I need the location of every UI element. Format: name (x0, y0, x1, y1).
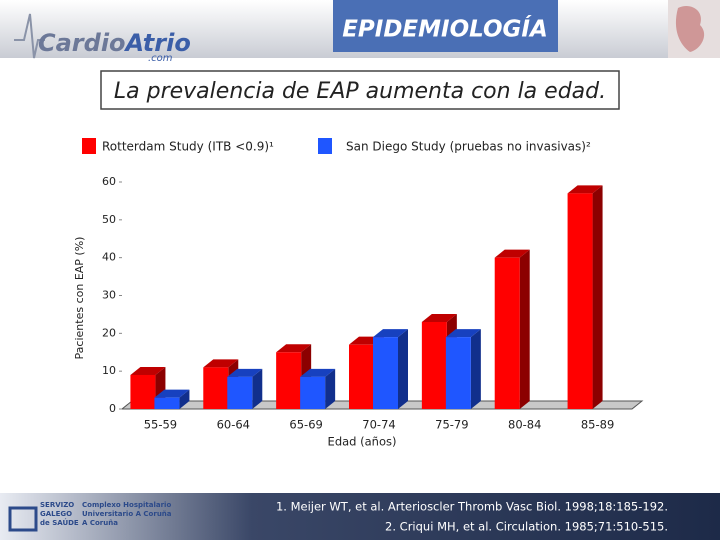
bar (130, 374, 156, 409)
x-tick-label: 70-74 (362, 418, 395, 432)
bar-side (592, 185, 603, 409)
anatomy-shape (675, 5, 705, 52)
logo: CardioAtrio (38, 29, 191, 57)
bar (349, 344, 374, 409)
bar-top (276, 344, 312, 353)
hospital-text: A Coruña (82, 519, 118, 527)
org-text: de SAÚDE (40, 518, 79, 527)
logo-suffix: .com (148, 53, 173, 64)
subtitle: La prevalencia de EAP aumenta con la eda… (114, 79, 606, 104)
hospital-text: Universitario A Coruña (82, 510, 172, 518)
y-tick-label: 10 (102, 364, 116, 377)
x-tick-label: 75-79 (435, 418, 468, 432)
bar-top (300, 368, 336, 377)
y-tick-label: 0 (109, 402, 116, 415)
org-text: SERVIZO (40, 501, 74, 509)
bar (445, 337, 471, 409)
bar-top (494, 249, 530, 258)
bar (494, 257, 520, 409)
slide-title: EPIDEMIOLOGÍA (342, 15, 548, 43)
legend-label: San Diego Study (pruebas no invasivas)² (346, 140, 591, 154)
bar (154, 397, 180, 409)
x-tick-label: 85-89 (581, 418, 614, 432)
bar-side (398, 329, 408, 409)
x-tick-label: 55-59 (144, 418, 177, 432)
reference: 1. Meijer WT, et al. Arterioscler Thromb… (276, 500, 668, 514)
bar (227, 376, 253, 409)
hospital-text: Complexo Hospitalario (82, 501, 171, 509)
footer-band (0, 493, 720, 540)
y-axis-label: Pacientes con EAP (%) (73, 237, 86, 360)
bar (421, 321, 447, 409)
y-tick-label: 60 (102, 175, 116, 188)
footer-logo-icon (8, 506, 38, 532)
bar-side (179, 389, 190, 409)
bar (276, 352, 302, 409)
legend-swatch (318, 138, 332, 154)
y-tick-label: 40 (102, 251, 116, 264)
logo-pulse (14, 13, 45, 59)
bar-top (130, 366, 166, 375)
bar-side (252, 368, 263, 409)
x-tick-label: 60-64 (217, 418, 250, 432)
y-tick-label: 50 (102, 213, 116, 226)
bar-side (470, 329, 481, 409)
bar (203, 367, 229, 409)
bar (300, 376, 326, 409)
bar-side (325, 368, 336, 409)
bar-top (203, 359, 239, 368)
bar-top (373, 329, 408, 338)
x-tick-label: 65-69 (289, 418, 322, 432)
org-text: GALEGO (40, 510, 72, 518)
subtitle-box (100, 70, 620, 110)
y-tick-label: 20 (102, 326, 116, 339)
reference: 2. Criqui MH, et al. Circulation. 1985;7… (385, 520, 668, 534)
legend-label: Rotterdam Study (ITB <0.9)¹ (102, 140, 274, 154)
x-tick-label: 80-84 (508, 418, 541, 432)
title-box (333, 0, 558, 52)
legend-swatch (82, 138, 96, 154)
bar-top (227, 368, 263, 377)
bar-top (154, 389, 190, 398)
y-tick-label: 30 (102, 289, 116, 302)
logo-part: Atrio (124, 29, 191, 57)
bar (373, 337, 398, 409)
bar-top (445, 329, 481, 338)
x-axis-label: Edad (años) (328, 435, 397, 449)
bar (567, 193, 593, 409)
bar-top (421, 313, 457, 322)
bar-top (567, 185, 603, 194)
logo-part: Cardio (38, 29, 126, 57)
bar-side (519, 249, 530, 409)
